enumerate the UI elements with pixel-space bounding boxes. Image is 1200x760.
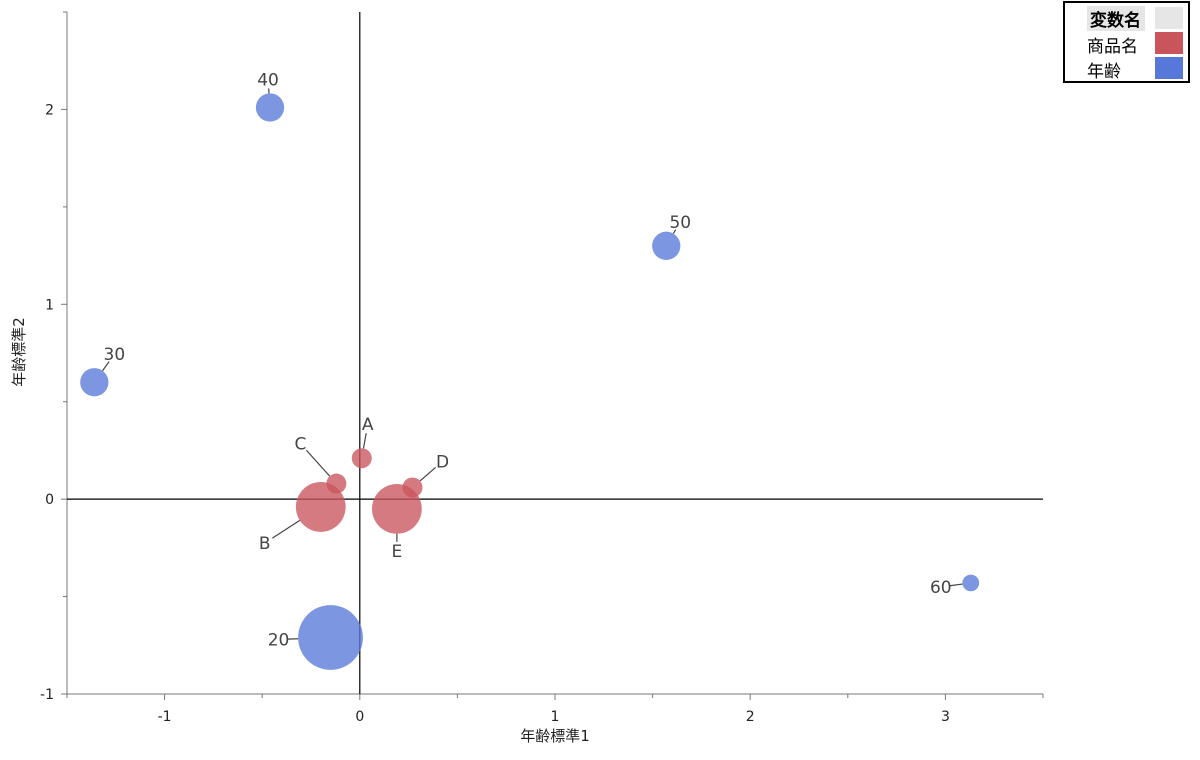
y-tick-label: -1 — [40, 687, 54, 703]
y-axis-title: 年齢標準2 — [10, 317, 28, 387]
y-tick-label: 1 — [45, 297, 54, 313]
leader-line — [102, 361, 110, 372]
leader-line — [272, 519, 301, 539]
point-label-50: 50 — [669, 213, 691, 233]
x-axis-title: 年齢標準1 — [520, 727, 590, 745]
bubble-C — [326, 473, 347, 494]
bubble-A — [351, 448, 372, 469]
legend-swatch — [1155, 32, 1183, 54]
bubble-60 — [962, 574, 980, 592]
x-tick-label: -1 — [158, 709, 172, 725]
leader-line — [419, 466, 437, 482]
bubble-B — [295, 482, 346, 532]
bubble-20 — [298, 605, 363, 670]
bubble-50 — [652, 231, 681, 260]
point-label-D: D — [436, 452, 449, 472]
bubble-40 — [255, 93, 285, 122]
point-label-E: E — [392, 542, 403, 562]
legend-title: 変数名 — [1087, 6, 1145, 31]
point-label-60: 60 — [930, 578, 952, 598]
point-label-A: A — [362, 415, 374, 435]
legend-entry-label: 年齢 — [1087, 62, 1121, 82]
leader-line — [672, 229, 677, 234]
bubble-E — [371, 483, 422, 534]
point-label-30: 30 — [104, 345, 126, 365]
point-label-B: B — [259, 534, 271, 554]
leader-line — [305, 449, 331, 477]
x-tick-label: 2 — [746, 709, 755, 725]
point-label-20: 20 — [268, 630, 290, 650]
x-tick-label: 3 — [941, 709, 950, 725]
point-label-C: C — [294, 435, 306, 455]
legend-swatch — [1155, 57, 1183, 79]
bubble-30 — [80, 368, 109, 397]
legend-entry-age[interactable]: 年齢 — [1065, 55, 1188, 82]
legend-entry-label: 商品名 — [1087, 37, 1138, 57]
y-tick-label: 2 — [45, 102, 54, 118]
legend-entry-product[interactable]: 商品名 — [1065, 30, 1188, 57]
point-label-40: 40 — [257, 70, 279, 90]
legend-title-row: 変数名 — [1065, 5, 1188, 31]
legend-title-pad — [1155, 7, 1183, 29]
legend: 変数名 商品名 年齢 — [1063, 1, 1190, 83]
x-tick-label: 1 — [551, 709, 560, 725]
leader-line — [949, 583, 963, 587]
x-tick-label: 0 — [355, 709, 364, 725]
leader-line — [362, 432, 367, 449]
y-tick-label: 0 — [45, 492, 54, 508]
